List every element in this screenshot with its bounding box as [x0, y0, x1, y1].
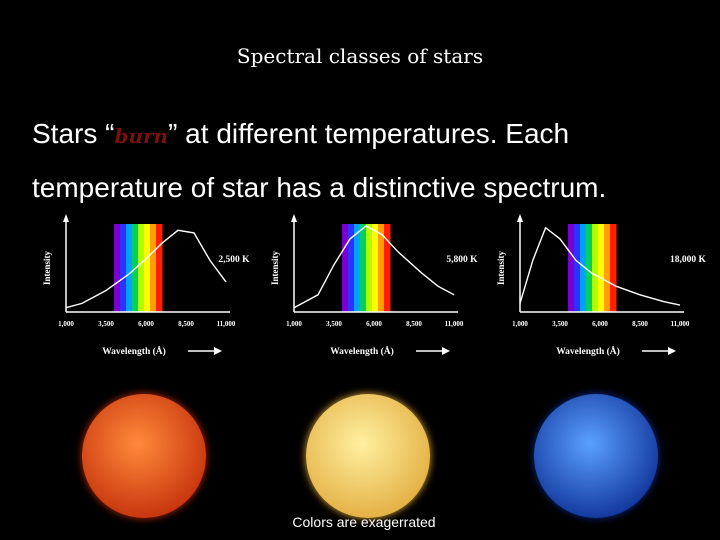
visible-band-stripe	[354, 224, 361, 312]
x-axis-label: Wavelength (Å)	[102, 345, 166, 357]
x-tick-label: 11,000	[217, 320, 236, 328]
x-tick-label: 6,000	[366, 320, 382, 328]
visible-band-stripe	[592, 224, 599, 312]
blue-star	[534, 394, 658, 518]
visible-band-stripe	[120, 224, 127, 312]
y-axis-label: Intensity	[42, 251, 52, 286]
visible-band-stripe	[580, 224, 587, 312]
spectrum-svg-1: Intensity 1,000 3,500 6,000 8,500 11,000 5,800…	[270, 214, 478, 357]
temperature-label: 2,500 K	[218, 255, 250, 265]
visible-band-stripe	[144, 224, 151, 312]
yellow-star	[306, 394, 430, 518]
y-axis-arrow-icon	[291, 214, 297, 222]
x-tick-label: 1,000	[512, 320, 528, 328]
visible-band-stripe	[378, 224, 385, 312]
x-tick-label: 6,000	[138, 320, 154, 328]
spectrum-graph-cool: Intensity 1,000 3,500 6,000 8,500 11,000 2,500…	[38, 212, 258, 362]
x-tick-label: 8,500	[632, 320, 648, 328]
spectrum-graph-hot: Intensity 1,000 3,500 6,000 8,500 11,000 18,00…	[492, 212, 712, 362]
red-star	[82, 394, 206, 518]
visible-band-stripe	[384, 224, 391, 312]
temperature-label: 5,800 K	[446, 255, 478, 265]
visible-band-stripe	[372, 224, 379, 312]
x-tick-label: 11,000	[445, 320, 464, 328]
spectrum-curve	[519, 226, 681, 306]
burn-word: burn	[114, 124, 169, 148]
wavelength-arrow-icon	[668, 347, 676, 355]
x-tick-label: 11,000	[671, 320, 690, 328]
visible-band-stripe	[156, 224, 163, 312]
temperature-label: 18,000 K	[670, 255, 707, 265]
y-axis-label: Intensity	[270, 251, 280, 286]
spectrum-curve	[293, 225, 455, 309]
body-text: Stars “burn” at different temperatures. …	[32, 108, 712, 214]
visible-band-stripe	[574, 224, 581, 312]
x-tick-label: 3,500	[98, 320, 114, 328]
x-tick-label: 1,000	[58, 320, 74, 328]
x-axis-label: Wavelength (Å)	[556, 345, 620, 357]
visible-band-stripe	[348, 224, 355, 312]
spectrum-curve	[65, 229, 227, 309]
visible-band-stripe	[114, 224, 121, 312]
x-tick-label: 6,000	[592, 320, 608, 328]
visible-band-stripe	[150, 224, 157, 312]
x-tick-label: 8,500	[178, 320, 194, 328]
y-axis-arrow-icon	[517, 214, 523, 222]
spectrum-graph-medium: Intensity 1,000 3,500 6,000 8,500 11,000 5,800…	[266, 212, 486, 362]
x-axis-label: Wavelength (Å)	[330, 345, 394, 357]
x-tick-label: 1,000	[286, 320, 302, 328]
visible-band-stripe	[586, 224, 593, 312]
wavelength-arrow-icon	[442, 347, 450, 355]
y-axis-label: Intensity	[496, 251, 506, 286]
caption: Colors are exagerrated	[292, 514, 436, 530]
y-axis-arrow-icon	[63, 214, 69, 222]
x-tick-label: 3,500	[552, 320, 568, 328]
visible-band-stripe	[138, 224, 145, 312]
visible-band-stripe	[366, 224, 373, 312]
x-tick-label: 8,500	[406, 320, 422, 328]
visible-band-stripe	[598, 224, 605, 312]
wavelength-arrow-icon	[214, 347, 222, 355]
slide-title: Spectral classes of stars	[236, 44, 484, 68]
visible-band-stripe	[568, 224, 575, 312]
body-suffix: ” at different temperatures. Each temper…	[32, 118, 607, 203]
spectrum-svg-0: Intensity 1,000 3,500 6,000 8,500 11,000 2,500…	[42, 214, 250, 357]
visible-band-stripe	[342, 224, 349, 312]
body-prefix: Stars “	[32, 118, 115, 149]
visible-band-stripe	[360, 224, 367, 312]
visible-band-stripe	[604, 224, 611, 312]
visible-band-stripe	[126, 224, 133, 312]
spectrum-svg-2: Intensity 1,000 3,500 6,000 8,500 11,000 18,00…	[496, 214, 707, 357]
x-tick-label: 3,500	[326, 320, 342, 328]
visible-band-stripe	[610, 224, 617, 312]
